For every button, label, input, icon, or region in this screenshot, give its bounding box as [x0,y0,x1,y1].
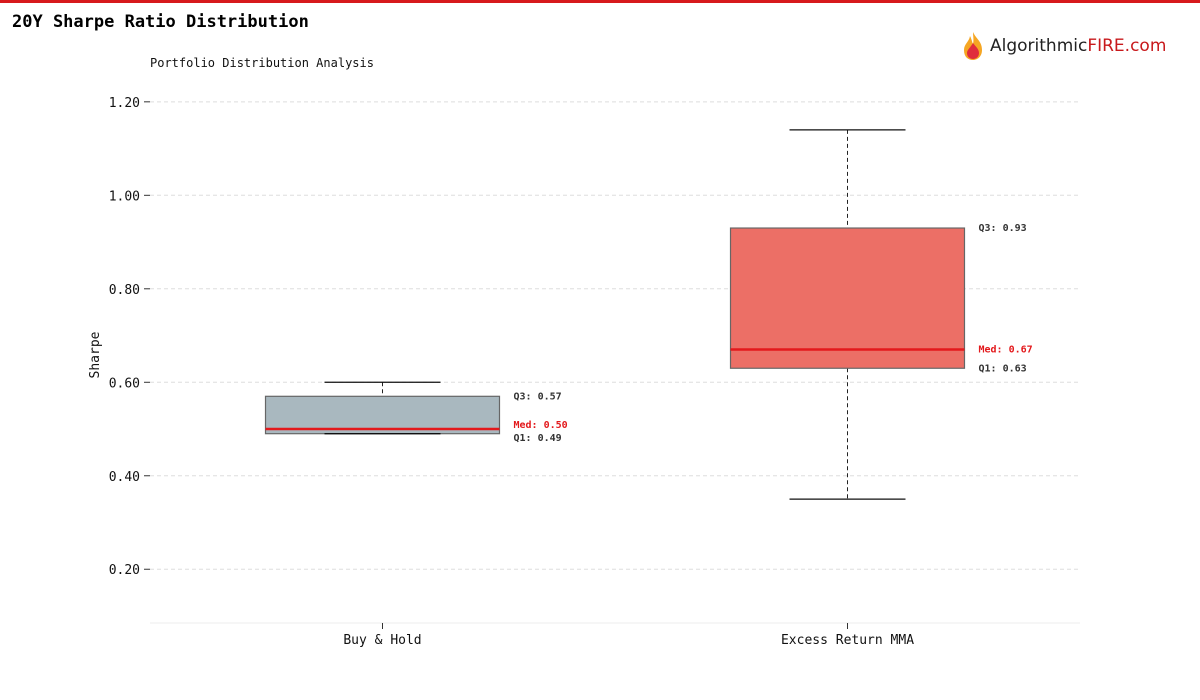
y-tick-label: 0.20 [109,563,140,578]
q1-label: Q1: 0.63 [979,363,1027,374]
box [729,227,966,369]
logo-text-accent: FIRE.com [1087,36,1167,56]
flame-icon [964,32,982,60]
y-tick-label: 0.60 [109,376,140,391]
logo-text-primary: Algorithmic [990,36,1088,56]
q3-label: Q3: 0.93 [979,223,1027,234]
median-label: Med: 0.67 [979,345,1033,356]
y-tick-label: 1.00 [109,189,140,204]
median-label: Med: 0.50 [514,420,568,431]
x-tick-label: Buy & Hold [343,633,421,648]
y-tick-label: 1.20 [109,96,140,111]
logo: Algorithmic FIRE.com [960,31,1166,61]
q1-label: Q1: 0.49 [514,433,562,444]
y-tick-label: 0.40 [109,470,140,485]
q3-label: Q3: 0.57 [514,391,562,402]
top-accent-bar [0,0,1200,3]
y-tick-label: 0.80 [109,283,140,298]
x-tick-label: Excess Return MMA [781,633,914,648]
chart-subtitle: Portfolio Distribution Analysis [150,56,374,70]
box [264,395,501,435]
chart-title: 20Y Sharpe Ratio Distribution [12,12,309,32]
y-axis-label: Sharpe [88,331,103,378]
